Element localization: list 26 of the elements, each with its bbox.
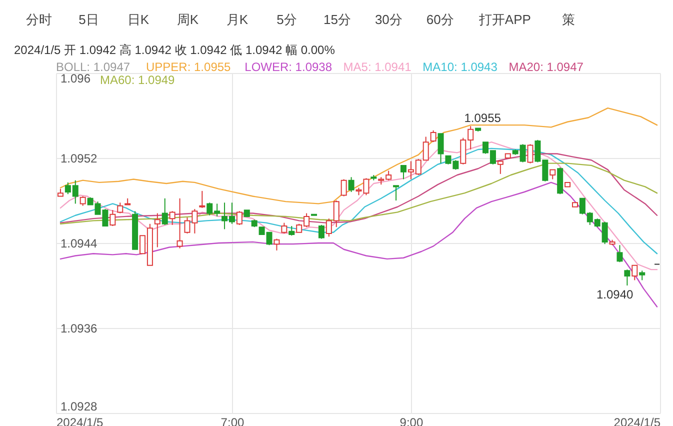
y-tick-label: 1.096 — [60, 72, 91, 86]
text: 日K — [127, 12, 150, 27]
text: MA60: 1.0949 — [100, 73, 176, 87]
text: MA20: 1.0947 — [508, 60, 584, 74]
text: 周K — [176, 12, 199, 27]
text: 5日 — [78, 12, 99, 27]
text: 15分 — [323, 12, 351, 27]
legend-title: BOLL: 1.0947 — [56, 60, 130, 74]
text: UPPER: 1.0955 — [146, 60, 232, 74]
text: 5分 — [276, 12, 297, 27]
annotation: 1.0955 — [464, 111, 502, 126]
text: 分时 — [26, 12, 52, 27]
text: 60分 — [426, 12, 454, 27]
annotation: 1.0940 — [596, 288, 634, 302]
text: 30分 — [374, 12, 402, 27]
text: MA5: 1.0941 — [343, 60, 412, 74]
text: MA10: 1.0943 — [422, 60, 498, 74]
chart-title: 2024/1/5 开 1.0942 高 1.0942 收 1.0942 低 1.0942 幅 0.00% — [14, 43, 336, 57]
y-tick-label: 1.0928 — [60, 400, 98, 414]
y-tick-label: 1.0944 — [60, 236, 98, 250]
text: LOWER: 1.0938 — [244, 60, 332, 74]
text: 策 — [562, 12, 576, 27]
y-tick-label: 1.0952 — [60, 152, 98, 166]
text: 打开APP — [478, 12, 531, 27]
text: 月K — [226, 12, 248, 27]
y-tick-label: 1.0936 — [60, 322, 98, 336]
